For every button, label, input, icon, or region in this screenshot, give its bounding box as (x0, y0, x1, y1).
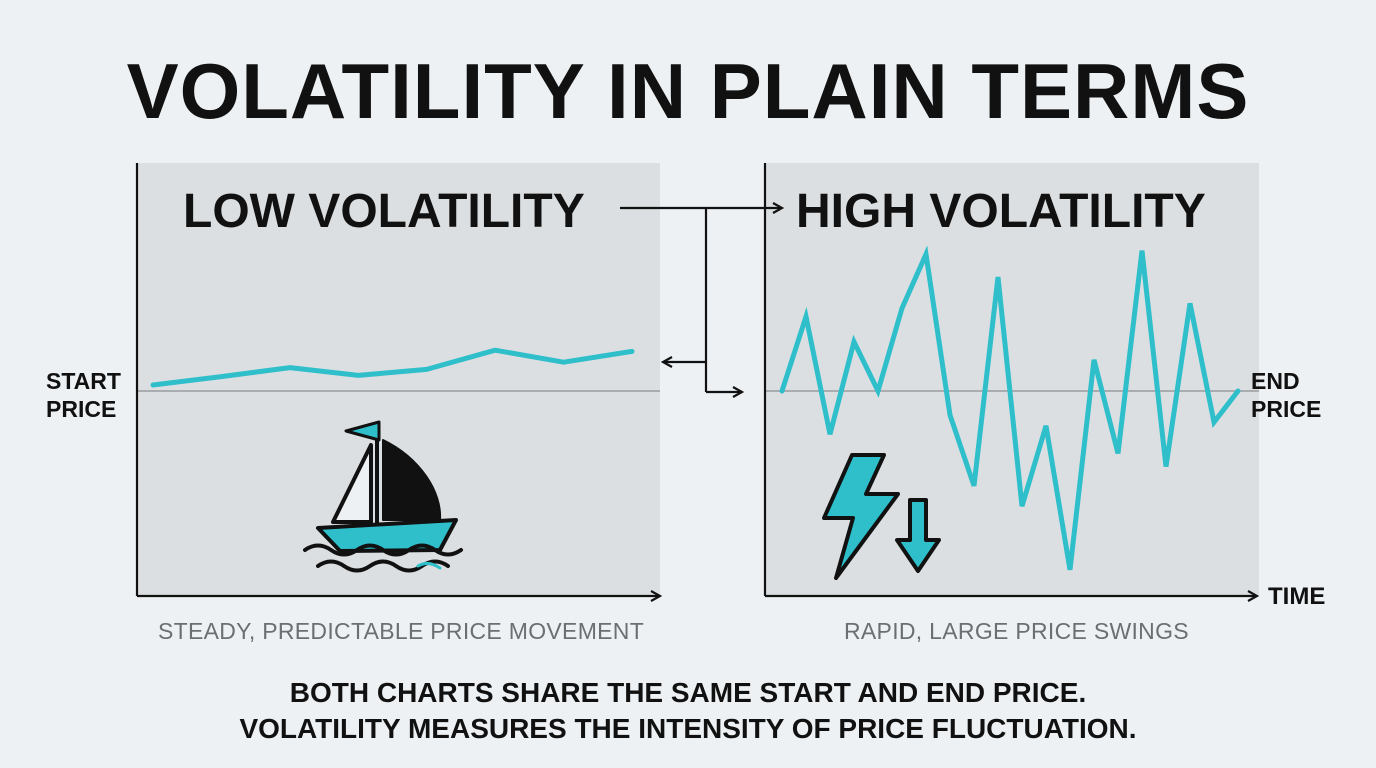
sailboat-icon (303, 420, 463, 573)
high-volatility-price-line (779, 245, 1241, 571)
low-volatility-price-line (150, 347, 635, 388)
high-volatility-caption: RAPID, LARGE PRICE SWINGS (844, 618, 1189, 644)
end-price-label: END PRICE (1251, 367, 1321, 423)
time-axis-label: TIME (1268, 583, 1326, 610)
footer-line-1: BOTH CHARTS SHARE THE SAME START AND END… (289, 677, 1087, 708)
end-price-label-line2: PRICE (1251, 396, 1322, 422)
low-volatility-caption: STEADY, PREDICTABLE PRICE MOVEMENT (158, 618, 645, 644)
start-price-label-line1: START (46, 368, 121, 394)
lightning-bolt-icon (822, 453, 900, 580)
high-volatility-title: HIGH VOLATILITY (796, 185, 1206, 238)
page-title: VOLATILITY IN PLAIN TERMS (126, 47, 1250, 135)
connector-arrows (620, 208, 782, 392)
down-arrow-icon (895, 498, 941, 573)
start-price-label: START PRICE (46, 367, 121, 423)
footer-line-2: VOLATILITY MEASURES THE INTENSITY OF PRI… (239, 713, 1137, 744)
end-price-label-line1: END (1251, 368, 1300, 394)
low-volatility-title: LOW VOLATILITY (183, 185, 585, 238)
start-price-label-line2: PRICE (46, 396, 117, 422)
